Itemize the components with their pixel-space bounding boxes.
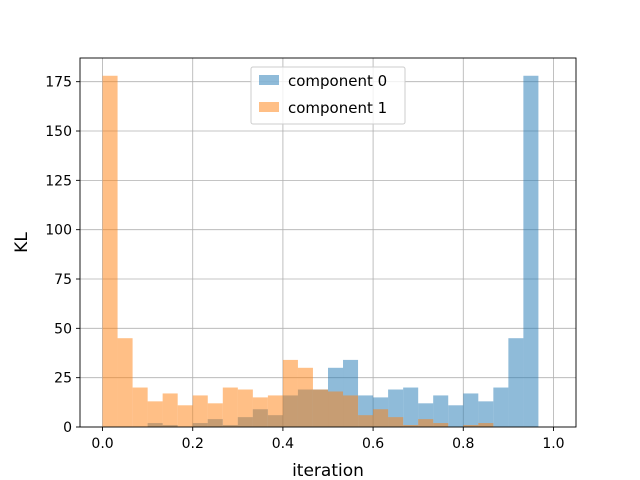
legend-label-series-1: component 1 [288,99,387,117]
histogram-bar-series-1 [207,403,223,427]
y-tick-label: 75 [54,272,72,288]
x-tick-label: 1.0 [542,436,564,452]
histogram-bar-series-1 [418,419,434,427]
x-axis-label: iteration [292,461,364,480]
y-tick-label: 25 [54,371,72,387]
histogram-bar-series-0 [433,395,449,427]
histogram-bar-series-1 [463,425,479,427]
histogram-bar-series-1 [102,75,118,427]
histogram-bar-series-1 [328,391,344,427]
y-tick-label: 50 [54,321,72,337]
histogram-bar-series-1 [117,338,133,427]
histogram-bar-series-0 [523,75,539,427]
x-tick-label: 0.8 [452,436,474,452]
histogram-bars [102,75,539,427]
histogram-bar-series-0 [478,401,494,427]
histogram-bar-series-0 [463,393,479,427]
histogram-bar-series-1 [267,395,283,427]
x-tick-label: 0.6 [362,436,384,452]
legend-swatch-series-1 [259,102,279,112]
y-axis-label: KL [12,232,32,253]
histogram-bar-series-1 [358,415,374,427]
histogram-bar-series-1 [297,367,313,427]
histogram-bar-series-1 [388,417,404,427]
histogram-bar-series-1 [373,409,389,427]
x-tick-label: 0.4 [272,436,294,452]
y-tick-label: 0 [63,420,72,436]
legend-label-series-0: component 0 [288,72,387,90]
y-tick-label: 100 [45,223,72,239]
histogram-bar-series-1 [222,387,238,427]
x-tick-label: 0.2 [182,436,204,452]
plot-frame [79,57,577,428]
y-tick-label: 125 [45,173,72,189]
histogram-bar-series-1 [237,389,253,427]
legend-swatch-series-0 [259,75,279,85]
histogram-bar-series-0 [508,338,524,427]
histogram-bar-series-1 [282,359,298,427]
histogram-bar-series-0 [448,405,464,427]
y-tick-label: 150 [45,124,72,140]
y-tick-label: 175 [45,75,72,91]
histogram-bar-series-1 [162,393,178,427]
axis-ticks: 0.0 0.2 0.4 0.6 0.8 1.0 0 25 50 75 100 125 150 175 [45,75,564,452]
histogram-bar-series-1 [433,423,449,427]
histogram-bar-series-1 [343,395,359,427]
histogram-bar-series-0 [493,387,509,427]
histogram-bar-series-1 [312,389,329,427]
histogram-bar-series-0 [403,387,419,427]
histogram-bar-series-1 [147,401,163,427]
x-tick-label: 0.0 [91,436,113,452]
legend: component 0 component 1 [250,66,406,125]
histogram-bar-series-1 [252,397,268,427]
legend-box [250,66,406,125]
histogram-bar-series-1 [177,405,193,427]
histogram-bar-series-1 [132,387,148,427]
histogram-bar-series-1 [478,423,494,427]
histogram-bar-series-1 [192,395,208,427]
histogram-bar-series-1 [403,425,419,427]
